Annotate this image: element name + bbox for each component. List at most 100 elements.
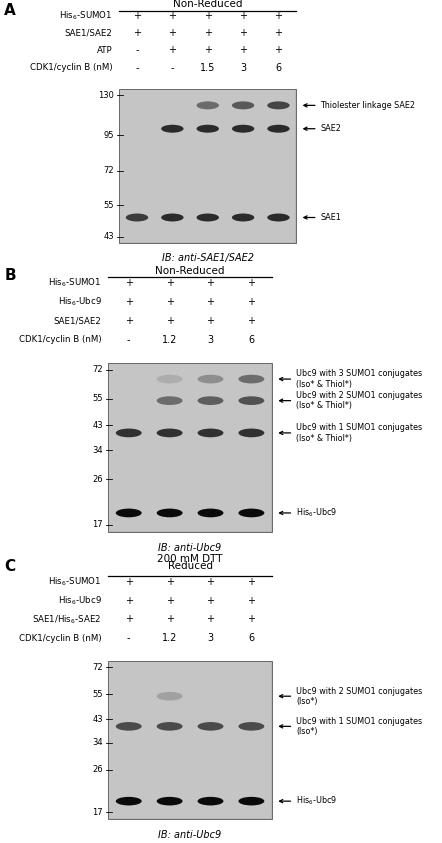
Text: 3: 3	[240, 62, 246, 72]
Ellipse shape	[238, 375, 264, 384]
Text: +: +	[248, 615, 255, 625]
Text: +: +	[206, 297, 214, 307]
Text: Ubc9 with 3 SUMO1 conjugates
(Iso* & Thiol*): Ubc9 with 3 SUMO1 conjugates (Iso* & Thi…	[279, 369, 422, 389]
Ellipse shape	[238, 508, 264, 518]
Ellipse shape	[198, 375, 224, 384]
Text: 43: 43	[92, 421, 103, 430]
Text: +: +	[206, 615, 214, 625]
Text: 1.2: 1.2	[162, 335, 177, 345]
Text: 55: 55	[103, 201, 114, 210]
Text: +: +	[239, 46, 247, 56]
Text: Ubc9 with 1 SUMO1 conjugates
(Iso*): Ubc9 with 1 SUMO1 conjugates (Iso*)	[279, 717, 422, 736]
Text: +: +	[274, 11, 282, 21]
Bar	[109, 662, 271, 818]
Text: Non-Reduced: Non-Reduced	[173, 0, 243, 9]
Text: +: +	[125, 316, 133, 325]
Text: 6: 6	[248, 633, 255, 643]
Ellipse shape	[232, 125, 254, 132]
Text: 1.5: 1.5	[200, 62, 215, 72]
Text: +: +	[204, 28, 212, 38]
Text: 3: 3	[207, 633, 213, 643]
Ellipse shape	[156, 797, 183, 805]
Text: C: C	[4, 559, 15, 574]
Text: 6: 6	[275, 62, 282, 72]
Ellipse shape	[156, 375, 183, 384]
Text: -: -	[127, 633, 130, 643]
Text: +: +	[274, 28, 282, 38]
Text: +: +	[125, 297, 133, 307]
Text: A: A	[4, 3, 16, 18]
Ellipse shape	[126, 213, 148, 222]
Text: -: -	[171, 62, 174, 72]
Text: Non-Reduced: Non-Reduced	[155, 266, 225, 276]
Text: 43: 43	[92, 715, 103, 723]
Text: +: +	[206, 278, 214, 288]
Text: 26: 26	[92, 475, 103, 484]
Ellipse shape	[267, 125, 290, 132]
Text: His$_6$-SUMO1: His$_6$-SUMO1	[59, 9, 113, 22]
Text: +: +	[168, 46, 176, 56]
Ellipse shape	[161, 213, 183, 222]
Text: +: +	[248, 596, 255, 606]
Text: Ubc9 with 2 SUMO1 conjugates
(Iso*): Ubc9 with 2 SUMO1 conjugates (Iso*)	[279, 686, 423, 706]
Text: Reduced: Reduced	[168, 561, 213, 571]
Text: -: -	[135, 62, 139, 72]
Text: 55: 55	[92, 690, 103, 699]
Text: +: +	[133, 28, 141, 38]
Text: +: +	[206, 577, 214, 588]
Text: +: +	[166, 596, 174, 606]
Bar	[108, 363, 272, 532]
Text: Thiolester linkage SAE2: Thiolester linkage SAE2	[304, 101, 415, 110]
Ellipse shape	[197, 101, 219, 110]
Ellipse shape	[198, 396, 224, 405]
Text: 34: 34	[92, 446, 103, 455]
Ellipse shape	[198, 428, 224, 438]
Text: SAE1/His$_6$-SAE2: SAE1/His$_6$-SAE2	[32, 613, 102, 626]
Ellipse shape	[156, 508, 183, 518]
Text: SAE1/SAE2: SAE1/SAE2	[54, 316, 102, 325]
Ellipse shape	[267, 213, 290, 222]
Text: 17: 17	[92, 808, 103, 817]
Text: 130: 130	[98, 90, 114, 99]
Ellipse shape	[238, 396, 264, 405]
Text: B: B	[4, 268, 16, 283]
Text: +: +	[274, 46, 282, 56]
Ellipse shape	[197, 125, 219, 132]
Text: +: +	[166, 297, 174, 307]
Text: ATP: ATP	[97, 46, 113, 55]
Text: +: +	[166, 316, 174, 325]
Text: +: +	[248, 316, 255, 325]
Ellipse shape	[238, 722, 264, 731]
Text: His$_6$-SUMO1: His$_6$-SUMO1	[48, 576, 102, 588]
Text: +: +	[166, 278, 174, 288]
Text: His$_6$-SUMO1: His$_6$-SUMO1	[48, 277, 102, 289]
Text: +: +	[239, 11, 247, 21]
Ellipse shape	[156, 722, 183, 731]
Ellipse shape	[116, 508, 142, 518]
Text: +: +	[206, 596, 214, 606]
Ellipse shape	[156, 396, 183, 405]
Text: 1.2: 1.2	[162, 633, 177, 643]
Bar	[109, 364, 271, 531]
Text: +: +	[133, 11, 141, 21]
Text: +: +	[248, 297, 255, 307]
Text: 95: 95	[103, 131, 114, 140]
Text: His$_6$-Ubc9: His$_6$-Ubc9	[57, 296, 102, 309]
Ellipse shape	[156, 692, 183, 701]
Text: +: +	[125, 596, 133, 606]
Text: +: +	[125, 615, 133, 625]
Text: 43: 43	[103, 233, 114, 241]
Text: 3: 3	[207, 335, 213, 345]
Text: IB: anti-Ubc9: IB: anti-Ubc9	[158, 544, 222, 554]
Ellipse shape	[197, 213, 219, 222]
Text: 17: 17	[92, 520, 103, 529]
Text: +: +	[204, 46, 212, 56]
Text: IB: anti-Ubc9: IB: anti-Ubc9	[158, 830, 222, 840]
Ellipse shape	[198, 722, 224, 731]
Text: IB: anti-SAE1/SAE2: IB: anti-SAE1/SAE2	[162, 253, 254, 263]
Text: +: +	[168, 11, 176, 21]
Ellipse shape	[267, 101, 290, 110]
Text: 26: 26	[92, 765, 103, 774]
Text: +: +	[248, 577, 255, 588]
Text: 6: 6	[248, 335, 255, 345]
